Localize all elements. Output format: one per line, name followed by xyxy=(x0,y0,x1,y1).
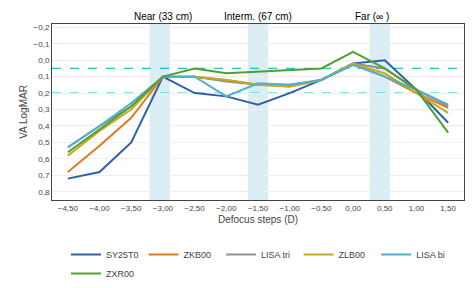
svg-text:0,50: 0,50 xyxy=(377,204,393,213)
svg-text:0,5: 0,5 xyxy=(38,138,50,147)
svg-text:−0,2: −0,2 xyxy=(34,23,50,32)
svg-text:−1,00: −1,00 xyxy=(280,204,301,213)
svg-text:1,50: 1,50 xyxy=(440,204,456,213)
svg-text:0,4: 0,4 xyxy=(38,122,50,131)
svg-text:−0,1: −0,1 xyxy=(34,40,50,49)
svg-text:−4,50: −4,50 xyxy=(58,204,79,213)
svg-text:SY25T0: SY25T0 xyxy=(106,250,139,260)
svg-text:0,0: 0,0 xyxy=(38,56,50,65)
svg-text:0,8: 0,8 xyxy=(38,188,50,197)
svg-text:ZLB00: ZLB00 xyxy=(339,250,366,260)
svg-text:0,1: 0,1 xyxy=(38,72,50,81)
svg-text:Interm. (67 cm): Interm. (67 cm) xyxy=(224,11,292,22)
svg-text:−2,00: −2,00 xyxy=(216,204,237,213)
svg-text:−3,00: −3,00 xyxy=(153,204,174,213)
svg-text:0,2: 0,2 xyxy=(38,89,50,98)
svg-text:−2,50: −2,50 xyxy=(184,204,205,213)
svg-text:0,7: 0,7 xyxy=(38,171,50,180)
svg-text:0,00: 0,00 xyxy=(345,204,361,213)
svg-text:VA LogMAR: VA LogMAR xyxy=(18,85,29,139)
svg-text:1,00: 1,00 xyxy=(409,204,425,213)
svg-text:−4,00: −4,00 xyxy=(89,204,110,213)
svg-text:LISA bi: LISA bi xyxy=(416,250,445,260)
svg-text:0,3: 0,3 xyxy=(38,105,50,114)
svg-text:−0,50: −0,50 xyxy=(311,204,332,213)
svg-text:−1,50: −1,50 xyxy=(248,204,269,213)
svg-text:ZKB00: ZKB00 xyxy=(184,250,212,260)
svg-text:Near (33 cm): Near (33 cm) xyxy=(134,11,192,22)
svg-text:−3,50: −3,50 xyxy=(121,204,142,213)
svg-text:Far (∞ ): Far (∞ ) xyxy=(355,11,389,22)
svg-text:0,6: 0,6 xyxy=(38,155,50,164)
svg-text:Defocus steps (D): Defocus steps (D) xyxy=(218,214,298,225)
svg-text:ZXR00: ZXR00 xyxy=(106,269,134,279)
svg-text:LISA tri: LISA tri xyxy=(261,250,290,260)
